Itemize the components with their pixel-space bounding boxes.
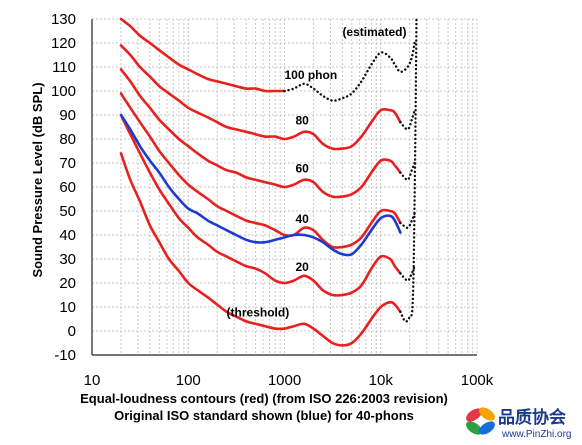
series-line-threshold: [119, 152, 402, 347]
y-tick-label: 110: [52, 59, 76, 76]
y-tick-label: 0: [68, 323, 76, 340]
y-tick-label: 130: [51, 11, 76, 28]
y-tick-label: 40: [59, 227, 76, 244]
x-tick-label: 100: [176, 372, 201, 389]
series-line-20: [119, 113, 402, 297]
y-tick-label: 20: [59, 275, 76, 292]
contour-label: 40: [295, 212, 309, 226]
y-tick-label: 30: [59, 251, 76, 268]
pinzhi-logo: 品质协会 www.PinZhi.org: [466, 407, 571, 440]
contour-label: 80: [295, 114, 309, 128]
contour-label: 60: [295, 162, 309, 176]
x-tick-labels: 10 100 1000 10k 100k: [84, 372, 494, 389]
y-axis-label: Sound Pressure Level (dB SPL): [30, 82, 45, 277]
contour-label: 20: [295, 260, 309, 274]
series-line-100-phon-estimated: [283, 41, 416, 102]
series-line-80-estimated: [399, 109, 416, 131]
logo-mark-icon: [466, 407, 495, 435]
x-tick-label: 10: [84, 372, 101, 389]
y-tick-label: 50: [59, 203, 76, 220]
logo-name: 品质协会: [498, 407, 566, 428]
y-tick-label: 70: [59, 155, 76, 172]
series-line-100-phon: [119, 17, 286, 93]
series-line-threshold-estimated: [399, 15, 418, 323]
caption-line-2: Original ISO standard shown (blue) for 4…: [114, 408, 414, 423]
y-tick-label: 60: [59, 179, 76, 196]
series-line-40: [119, 92, 402, 249]
x-tick-label: 1000: [268, 372, 301, 389]
contour-label: (estimated): [342, 25, 406, 39]
y-tick-label: 80: [59, 131, 76, 148]
contour-labels: (estimated) 100 phon 80 60 40 20 (threshold): [227, 25, 407, 320]
series-line-40-phon-original-iso: [119, 113, 402, 257]
y-tick-label: -10: [54, 347, 76, 364]
series-line-60: [119, 68, 402, 199]
series-line-60-estimated: [399, 161, 416, 181]
y-tick-label: 90: [59, 107, 76, 124]
logo-url: www.PinZhi.org: [501, 429, 571, 440]
caption-line-1: Equal-loudness contours (red) (from ISO …: [80, 391, 448, 406]
y-tick-label: 120: [51, 35, 76, 52]
series-line-40-estimated: [399, 212, 416, 229]
x-tick-label: 100k: [461, 372, 494, 389]
y-tick-labels: -10 0 10 20 30 40 50 60 70 80 90 100 110 120 130: [51, 11, 76, 364]
contour-label: (threshold): [227, 306, 290, 320]
series-line-20-estimated: [399, 265, 416, 282]
series-lines: [119, 15, 418, 347]
x-tick-label: 10k: [369, 372, 394, 389]
axes: [91, 19, 477, 356]
series-line-80: [119, 44, 402, 151]
y-tick-label: 10: [59, 299, 76, 316]
y-tick-label: 100: [51, 83, 76, 100]
contour-label: 100 phon: [285, 68, 338, 82]
